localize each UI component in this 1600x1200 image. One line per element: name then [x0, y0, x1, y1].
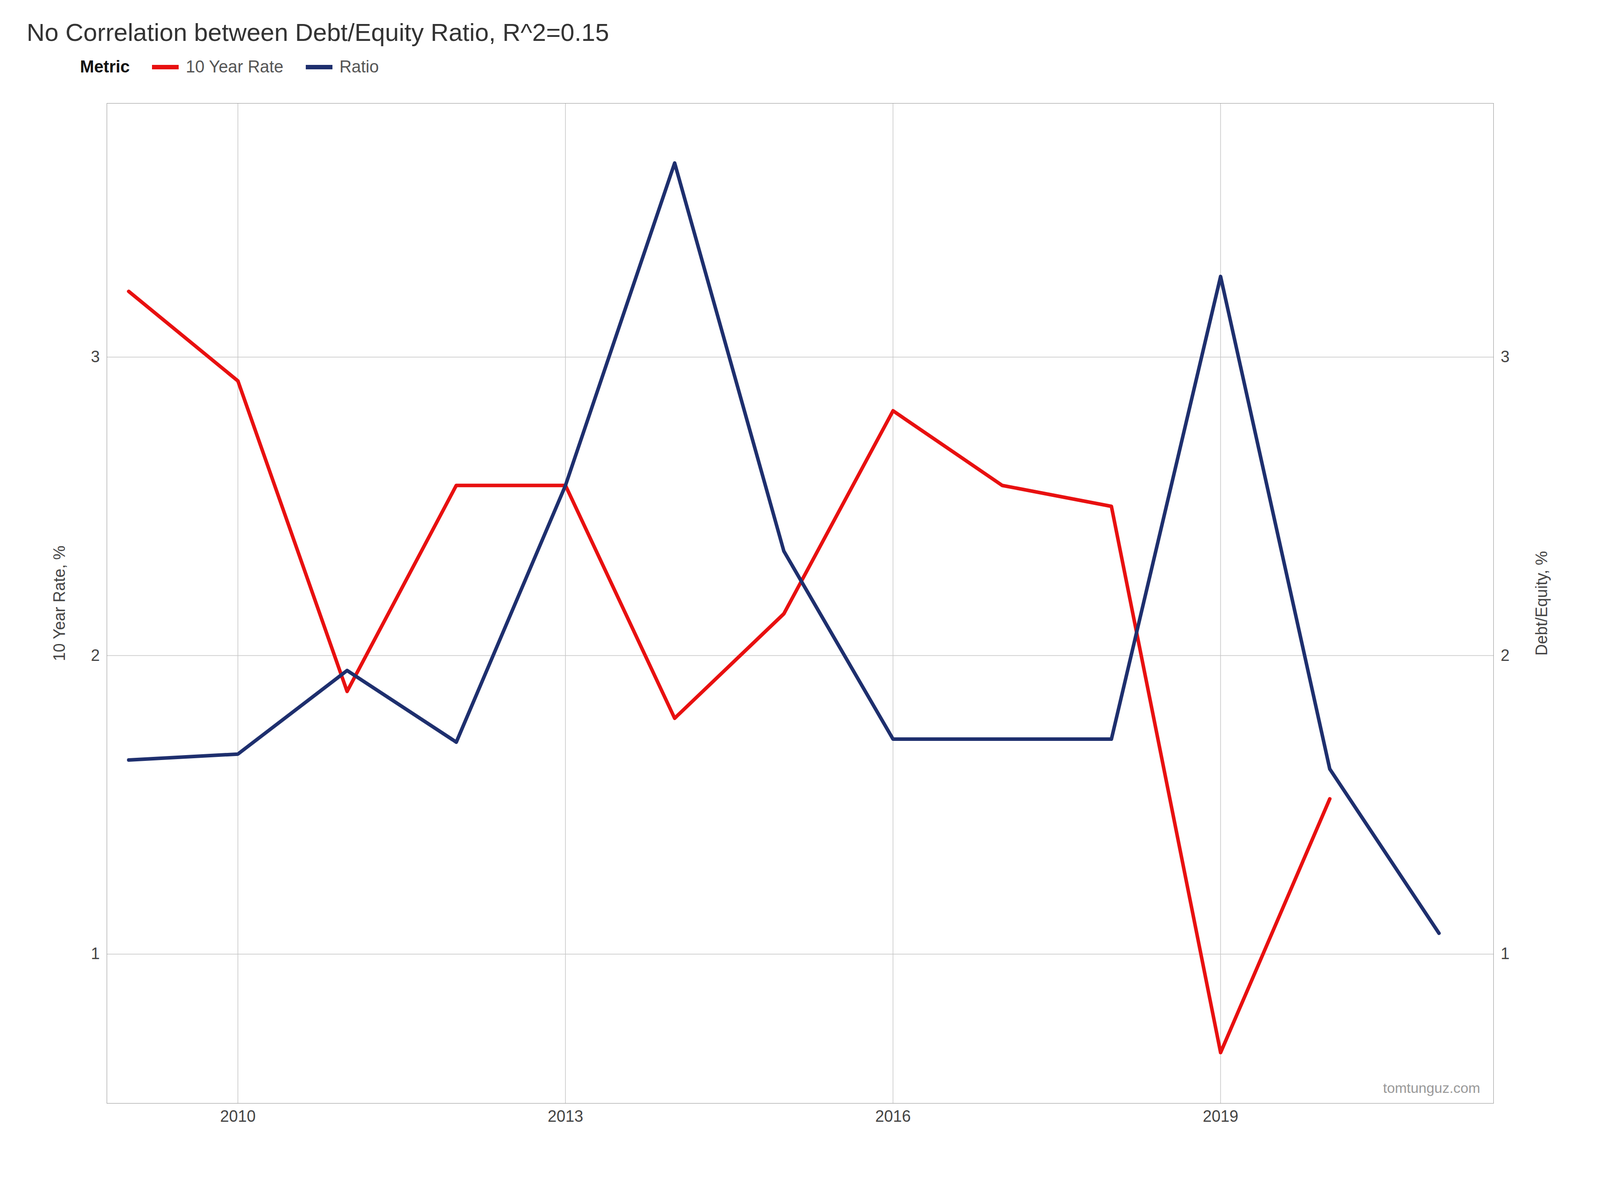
svg-text:1: 1 — [1500, 944, 1510, 963]
svg-text:Debt/Equity, %: Debt/Equity, % — [1532, 551, 1551, 656]
html-text:No Correlation between Debt/Eq: No Correlation between Debt/Equity Ratio… — [26, 18, 610, 47]
svg-text:10 Year Rate, %: 10 Year Rate, % — [50, 545, 69, 661]
svg-text:2: 2 — [1500, 646, 1510, 665]
svg-text:2016: 2016 — [875, 1107, 911, 1126]
html-text:Ratio: Ratio — [339, 57, 379, 76]
html-text:Metric: Metric — [80, 57, 130, 76]
svg-text:2: 2 — [90, 646, 100, 665]
svg-text:2010: 2010 — [220, 1107, 256, 1126]
svg-text:tomtunguz.com: tomtunguz.com — [1383, 1080, 1481, 1096]
svg-text:2013: 2013 — [547, 1107, 584, 1126]
svg-text:3: 3 — [90, 347, 100, 366]
svg-text:2019: 2019 — [1202, 1107, 1239, 1126]
html-text:10 Year Rate: 10 Year Rate — [185, 57, 284, 76]
svg-text:3: 3 — [1500, 347, 1510, 366]
svg-text:1: 1 — [90, 944, 100, 963]
